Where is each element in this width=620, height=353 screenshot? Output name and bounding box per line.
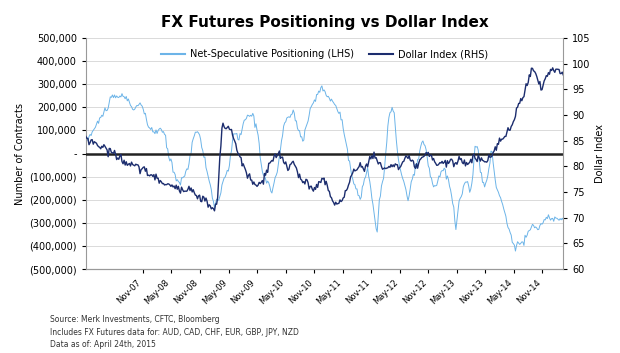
Y-axis label: Dollar Index: Dollar Index (595, 124, 605, 183)
Y-axis label: Number of Contracts: Number of Contracts (15, 103, 25, 204)
Legend: Net-Speculative Positioning (LHS), Dollar Index (RHS): Net-Speculative Positioning (LHS), Dolla… (157, 45, 492, 63)
Title: FX Futures Positioning vs Dollar Index: FX Futures Positioning vs Dollar Index (161, 15, 489, 30)
Text: Source: Merk Investments, CFTC, Bloomberg
Includes FX Futures data for: AUD, CAD: Source: Merk Investments, CFTC, Bloomber… (50, 316, 298, 349)
